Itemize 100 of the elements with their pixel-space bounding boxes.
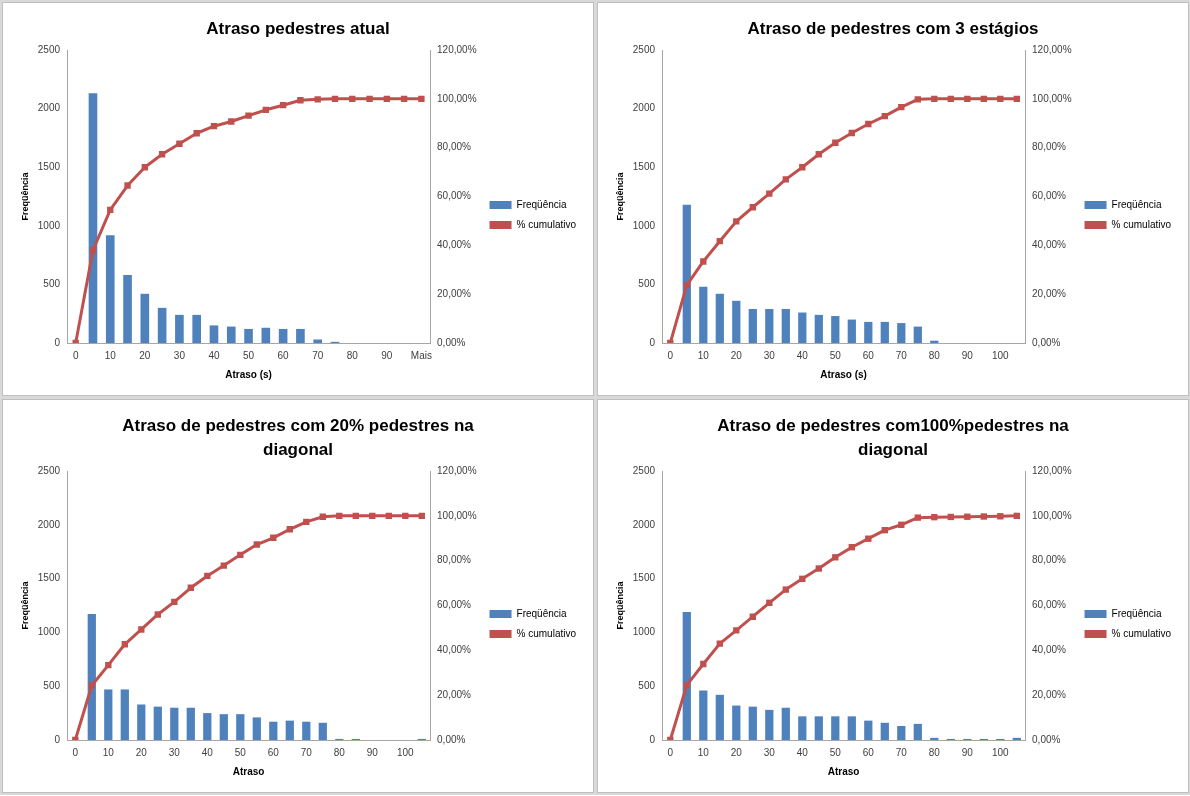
- chart-title: Atraso de pedestres com 20% pedestres na diagonal: [121, 415, 475, 461]
- legend-label: % cumulativo: [1111, 627, 1172, 639]
- y-axis-title: Freqüência: [19, 171, 30, 221]
- y2-tick-label: 20,00%: [437, 688, 472, 700]
- x-tick-label: 0: [72, 746, 79, 758]
- y-tick-label: 1500: [632, 160, 656, 172]
- x-axis-title: Atraso (s): [225, 368, 272, 380]
- y2-tick-label: 120,00%: [437, 43, 477, 55]
- y-tick-label: 1000: [632, 219, 656, 231]
- x-tick-label: 40: [796, 746, 809, 758]
- x-tick-label: 50: [829, 349, 842, 361]
- y2-tick-label: 40,00%: [1032, 239, 1067, 251]
- chart-title: Atraso de pedestres com100%pedestres na diagonal: [716, 415, 1070, 461]
- y2-tick-label: 80,00%: [437, 141, 472, 153]
- y-axis-title: Freqüência: [19, 580, 30, 630]
- y-tick-label: 1500: [632, 572, 656, 584]
- y-tick-label: 1500: [37, 572, 61, 584]
- y2-tick-label: 100,00%: [1032, 92, 1072, 104]
- y-tick-label: 2000: [37, 102, 61, 114]
- x-tick-label: 40: [208, 349, 220, 361]
- x-tick-label: 80: [346, 349, 359, 361]
- x-tick-label: 80: [333, 746, 346, 758]
- y2-tick-label: 100,00%: [437, 509, 477, 521]
- y2-tick-label: 40,00%: [437, 239, 472, 251]
- x-tick-label: 60: [862, 746, 875, 758]
- x-tick-label: 60: [267, 746, 280, 758]
- y-tick-label: 2000: [632, 102, 656, 114]
- y2-tick-label: 40,00%: [1032, 644, 1067, 656]
- x-tick-label: 90: [381, 349, 393, 361]
- y2-tick-label: 60,00%: [437, 190, 472, 202]
- x-tick-label: 40: [201, 746, 214, 758]
- y-tick-label: 1000: [37, 219, 61, 231]
- y2-tick-label: 0,00%: [1032, 336, 1061, 348]
- legend-label: % cumulativo: [516, 218, 577, 230]
- y2-tick-label: 120,00%: [1032, 464, 1072, 476]
- y2-tick-label: 100,00%: [1032, 509, 1072, 521]
- x-tick-label: 30: [173, 349, 186, 361]
- y-tick-label: 1000: [37, 626, 61, 638]
- y2-tick-label: 0,00%: [437, 336, 466, 348]
- y-axis-title: Freqüência: [614, 171, 625, 221]
- x-tick-label: 80: [928, 349, 941, 361]
- y2-tick-label: 60,00%: [437, 599, 472, 611]
- y-tick-label: 0: [649, 336, 656, 348]
- x-tick-label: 30: [763, 349, 776, 361]
- x-tick-label: 20: [730, 349, 743, 361]
- chart-title: Atraso de pedestres com 3 estágios: [747, 18, 1039, 40]
- y2-tick-label: 120,00%: [1032, 43, 1072, 55]
- y-tick-label: 1000: [632, 626, 656, 638]
- y2-tick-label: 60,00%: [1032, 599, 1067, 611]
- legend-label: Freqüência: [1111, 607, 1162, 619]
- x-axis-title: Atraso: [827, 765, 860, 777]
- x-tick-label: 0: [667, 746, 674, 758]
- y2-tick-label: 100,00%: [437, 92, 477, 104]
- y-tick-label: 2000: [37, 518, 61, 530]
- y-tick-label: 0: [649, 733, 656, 745]
- x-tick-label: 40: [796, 349, 809, 361]
- x-tick-label: 0: [72, 349, 79, 361]
- x-tick-label: 20: [730, 746, 743, 758]
- x-tick-label: 10: [697, 746, 710, 758]
- y-tick-label: 1500: [37, 160, 61, 172]
- x-tick-label: 10: [104, 349, 117, 361]
- x-tick-label: 80: [928, 746, 941, 758]
- y2-tick-label: 20,00%: [1032, 688, 1067, 700]
- y-tick-label: 2500: [632, 43, 656, 55]
- y-tick-label: 500: [638, 679, 656, 691]
- legend-label: % cumulativo: [516, 627, 577, 639]
- y2-tick-label: 80,00%: [437, 554, 472, 566]
- y-tick-label: 2500: [37, 464, 61, 476]
- y-tick-label: 500: [43, 278, 61, 290]
- y-tick-label: 2500: [37, 43, 61, 55]
- x-tick-label: 70: [895, 746, 908, 758]
- x-tick-label: 50: [242, 349, 255, 361]
- y2-tick-label: 60,00%: [1032, 190, 1067, 202]
- y2-tick-label: 120,00%: [437, 464, 477, 476]
- x-axis-title: Atraso (s): [820, 368, 867, 380]
- x-tick-label: 70: [312, 349, 324, 361]
- y-tick-label: 2500: [632, 464, 656, 476]
- x-tick-label: 90: [366, 746, 379, 758]
- x-tick-label: Mais: [410, 349, 432, 361]
- x-tick-label: 20: [135, 746, 148, 758]
- y-tick-label: 0: [54, 733, 61, 745]
- x-tick-label: 10: [102, 746, 115, 758]
- x-tick-label: 50: [829, 746, 842, 758]
- legend-label: Freqüência: [516, 198, 567, 210]
- x-tick-label: 70: [300, 746, 313, 758]
- x-axis-title: Atraso: [232, 765, 265, 777]
- y-tick-label: 500: [638, 278, 656, 290]
- x-tick-label: 100: [396, 746, 415, 758]
- y2-tick-label: 0,00%: [437, 733, 466, 745]
- y-axis-title: Freqüência: [614, 580, 625, 630]
- y2-tick-label: 0,00%: [1032, 733, 1061, 745]
- x-tick-label: 60: [862, 349, 875, 361]
- x-tick-label: 100: [991, 349, 1010, 361]
- x-tick-label: 90: [961, 746, 974, 758]
- x-tick-label: 0: [667, 349, 674, 361]
- x-tick-label: 30: [763, 746, 776, 758]
- x-tick-label: 50: [234, 746, 247, 758]
- x-tick-label: 10: [697, 349, 710, 361]
- y2-tick-label: 20,00%: [1032, 287, 1067, 299]
- y2-tick-label: 80,00%: [1032, 141, 1067, 153]
